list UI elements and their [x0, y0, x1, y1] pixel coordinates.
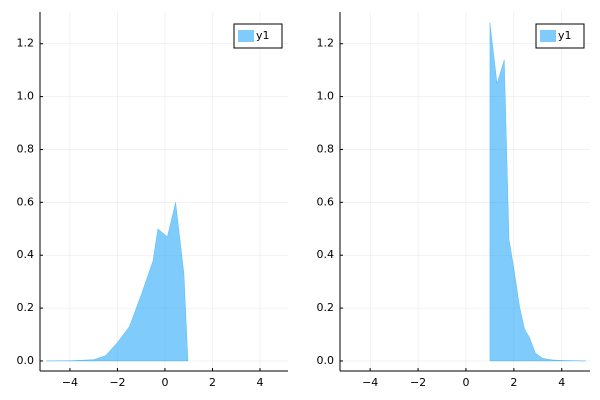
y-tick-label: 0.6 [317, 195, 335, 208]
legend-swatch [238, 30, 254, 42]
area [46, 202, 189, 362]
x-tick-label: 2 [510, 376, 517, 389]
x-tick-label: 4 [558, 376, 565, 389]
y-tick-label: 1.2 [17, 37, 35, 50]
y-tick-label: 0.8 [17, 142, 35, 155]
legend: y1 [535, 23, 585, 49]
y-tick-label: 0.6 [17, 195, 35, 208]
x-tick-label: −2 [109, 376, 125, 389]
legend-label: y1 [256, 29, 270, 42]
legend-label: y1 [558, 29, 572, 42]
y-tick-label: 1.0 [17, 90, 35, 103]
subplot: −4 −2 0 2 4 0.0 0.2 0.4 0.6 0.8 1.0 1.2 y1 [317, 12, 590, 389]
y-tick-label: 1.2 [317, 37, 335, 50]
x-tick-label: −4 [62, 376, 78, 389]
subplot: −4 −2 0 2 4 0.0 0.2 0.4 0.6 0.8 1.0 1.2 y1 [17, 12, 288, 389]
y-tick-label: 0.2 [17, 301, 35, 314]
y-tick-label: 0.0 [317, 354, 335, 367]
y-tick-label: 0.8 [317, 142, 335, 155]
x-tick-label: 0 [462, 376, 469, 389]
y-tick-label: 0.0 [17, 354, 35, 367]
legend: y1 [233, 23, 283, 49]
y-tick-label: 1.0 [317, 90, 335, 103]
x-tick-label: 4 [256, 376, 263, 389]
area [489, 22, 586, 362]
y-tick-label: 0.2 [317, 301, 335, 314]
x-tick-label: 0 [161, 376, 168, 389]
x-tick-label: 2 [209, 376, 216, 389]
y-tick-label: 0.4 [317, 248, 335, 261]
legend-swatch [540, 30, 556, 42]
x-tick-label: −2 [410, 376, 426, 389]
y-tick-label: 0.4 [17, 248, 35, 261]
x-tick-label: −4 [362, 376, 378, 389]
